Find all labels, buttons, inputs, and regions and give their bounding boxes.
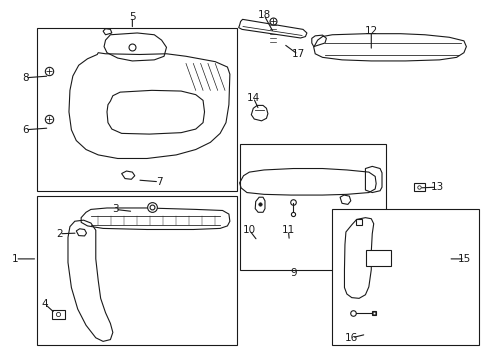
Text: 16: 16: [345, 333, 358, 343]
Bar: [331, 209, 478, 345]
Text: 18: 18: [257, 10, 270, 20]
Text: 11: 11: [281, 225, 294, 235]
Text: 12: 12: [364, 26, 377, 36]
Bar: [52, 310, 65, 319]
Text: 2: 2: [56, 229, 62, 239]
Text: 3: 3: [112, 204, 119, 215]
Bar: [366, 250, 390, 266]
Text: 8: 8: [22, 73, 28, 83]
Bar: [413, 183, 424, 191]
Text: 7: 7: [156, 177, 162, 187]
Text: 14: 14: [246, 93, 259, 103]
Bar: [37, 196, 237, 345]
Text: 5: 5: [129, 12, 135, 22]
Text: 4: 4: [41, 299, 48, 309]
Bar: [239, 144, 385, 270]
Text: 13: 13: [429, 182, 443, 192]
Text: 6: 6: [22, 125, 28, 135]
Text: 10: 10: [243, 225, 255, 235]
Text: 15: 15: [457, 254, 470, 264]
Text: 9: 9: [289, 267, 296, 278]
Text: 17: 17: [291, 49, 304, 59]
Text: 1: 1: [12, 254, 19, 264]
Bar: [37, 28, 237, 191]
